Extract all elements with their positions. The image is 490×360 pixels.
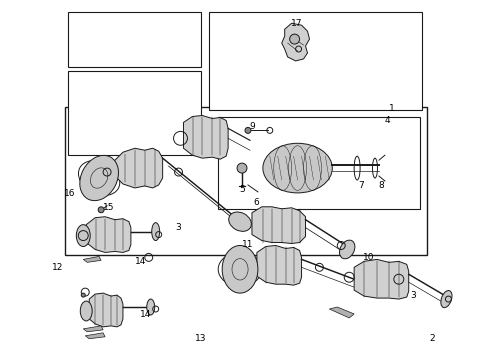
- Text: 6: 6: [253, 198, 259, 207]
- Bar: [68, 12, 201, 67]
- Polygon shape: [183, 116, 228, 159]
- Text: 10: 10: [363, 253, 375, 262]
- Text: 12: 12: [52, 263, 63, 272]
- Bar: [209, 12, 422, 111]
- Polygon shape: [89, 293, 123, 327]
- Bar: [218, 117, 420, 208]
- Ellipse shape: [152, 223, 160, 240]
- Text: 2: 2: [430, 334, 435, 343]
- Ellipse shape: [80, 156, 119, 201]
- Polygon shape: [85, 333, 105, 339]
- Ellipse shape: [441, 291, 452, 308]
- Text: 3: 3: [410, 291, 416, 300]
- Text: 17: 17: [291, 19, 302, 28]
- Text: 9: 9: [249, 122, 255, 131]
- Text: 7: 7: [358, 181, 364, 190]
- Polygon shape: [83, 326, 103, 332]
- Polygon shape: [83, 256, 101, 262]
- Text: 11: 11: [242, 240, 254, 249]
- Text: 4: 4: [384, 116, 390, 125]
- Ellipse shape: [147, 299, 155, 315]
- Polygon shape: [354, 260, 409, 299]
- Polygon shape: [282, 23, 310, 61]
- Polygon shape: [329, 307, 354, 318]
- Polygon shape: [114, 148, 163, 188]
- Ellipse shape: [263, 143, 332, 193]
- Bar: [65, 107, 427, 255]
- Ellipse shape: [222, 246, 258, 293]
- Text: 5: 5: [239, 185, 245, 194]
- Text: 14: 14: [140, 310, 151, 319]
- Polygon shape: [257, 246, 301, 285]
- Text: 13: 13: [195, 334, 206, 343]
- Text: 1: 1: [389, 104, 395, 113]
- Bar: [68, 71, 201, 155]
- Ellipse shape: [80, 301, 92, 321]
- Ellipse shape: [340, 240, 355, 259]
- Ellipse shape: [229, 212, 251, 231]
- Circle shape: [81, 293, 85, 297]
- Text: 3: 3: [175, 223, 181, 232]
- Circle shape: [237, 163, 247, 173]
- Circle shape: [98, 207, 104, 213]
- Text: 14: 14: [135, 257, 147, 266]
- Text: 15: 15: [103, 203, 115, 212]
- Polygon shape: [86, 217, 131, 252]
- Text: 8: 8: [378, 181, 384, 190]
- Polygon shape: [252, 207, 306, 243]
- Ellipse shape: [76, 225, 90, 247]
- Circle shape: [245, 127, 251, 133]
- Circle shape: [290, 34, 299, 44]
- Text: 16: 16: [64, 189, 75, 198]
